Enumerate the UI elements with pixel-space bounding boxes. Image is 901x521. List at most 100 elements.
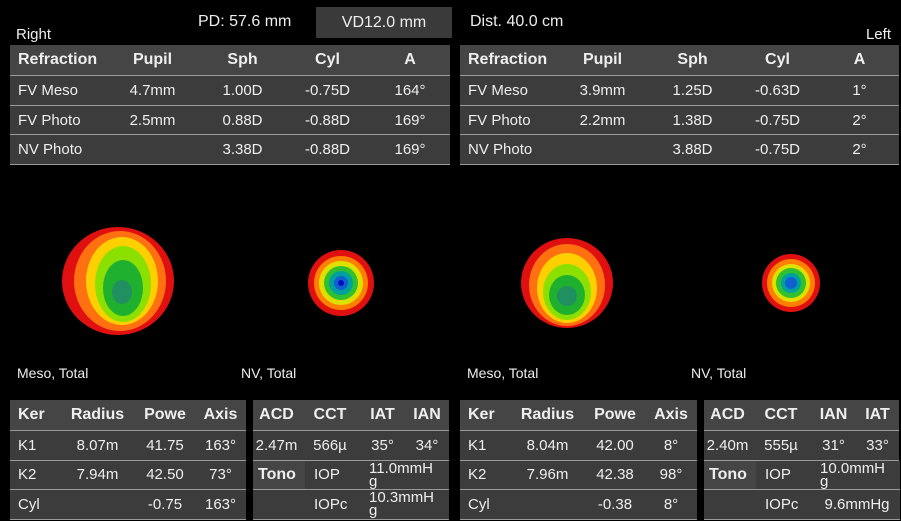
column-header: Axis (645, 400, 697, 431)
right-label: Right (16, 26, 52, 43)
table-cell: K1 (10, 431, 60, 461)
column-header: CCT (300, 400, 360, 431)
column-header: Cyl (735, 45, 820, 76)
column-header: Sph (650, 45, 735, 76)
table-cell: FV Meso (10, 76, 105, 106)
table-cell: 566µ (300, 431, 360, 461)
table-cell: FV Meso (460, 76, 555, 106)
column-header: ACD (704, 400, 751, 431)
column-header: Pupil (105, 45, 200, 76)
table-cell: 4.7mm (105, 76, 200, 106)
table-cell: 1° (820, 76, 899, 106)
table-cell: 41.75 (135, 431, 195, 461)
column-header: Ker (10, 400, 60, 431)
column-header: Radius (60, 400, 135, 431)
table-cell (253, 490, 305, 520)
meso-map-left (521, 238, 613, 328)
table-cell: 34° (405, 431, 449, 461)
table-cell: K1 (460, 431, 510, 461)
table-cell (704, 490, 756, 520)
table-cell: K2 (10, 460, 60, 490)
column-header: A (370, 45, 450, 76)
table-cell: -0.75D (735, 135, 820, 166)
table-cell: 3.88D (650, 135, 735, 166)
table-cell: 73° (195, 460, 246, 490)
table-cell: 98° (645, 460, 697, 490)
table-cell: -0.38 (585, 490, 645, 520)
table-cell: Cyl (10, 490, 60, 520)
nv-map-left (762, 254, 820, 312)
column-header: Powe (135, 400, 195, 431)
vd-box: VD12.0 mm (316, 7, 452, 38)
column-header: Radius (510, 400, 585, 431)
table-cell: 31° (811, 431, 856, 461)
table-cell: NV Photo (10, 135, 105, 166)
table-cell: K2 (460, 460, 510, 490)
column-header: Powe (585, 400, 645, 431)
column-header: ACD (253, 400, 300, 431)
table-cell: -0.75 (135, 490, 195, 520)
table-cell: -0.63D (735, 76, 820, 106)
table-cell: 8° (645, 490, 697, 520)
table-cell: 163° (195, 490, 246, 520)
tono-name: IOP (756, 460, 814, 490)
table-cell: 42.00 (585, 431, 645, 461)
nv-map-right (308, 250, 374, 316)
table-cell: 3.38D (200, 135, 285, 166)
column-header: A (820, 45, 899, 76)
table-cell: 2° (820, 135, 899, 166)
table-cell: 2.5mm (105, 105, 200, 136)
map-label: NV, Total (241, 365, 297, 381)
table-cell: 8° (645, 431, 697, 461)
tono-value: 9.6mmHg (814, 490, 900, 520)
column-header: IAN (811, 400, 856, 431)
table-cell: 2.2mm (555, 105, 650, 136)
table-cell: -0.75D (735, 105, 820, 136)
table-cell: 7.96m (510, 460, 585, 490)
map-label: Meso, Total (467, 365, 539, 381)
table-cell: 8.07m (60, 431, 135, 461)
table-cell (555, 135, 650, 166)
table-cell: 2.47m (253, 431, 300, 461)
table-cell: Cyl (460, 490, 510, 520)
left-label: Left (865, 26, 891, 43)
table-cell (105, 135, 200, 166)
table-cell: 8.04m (510, 431, 585, 461)
table-cell: 3.9mm (555, 76, 650, 106)
column-header: CCT (751, 400, 811, 431)
tono-label: Tono (253, 460, 305, 490)
table-cell: -0.88D (285, 105, 370, 136)
table-cell: 35° (360, 431, 405, 461)
table-cell: 7.94m (60, 460, 135, 490)
table-cell: 2.40m (704, 431, 751, 461)
table-cell (510, 490, 585, 520)
column-header: Ker (460, 400, 510, 431)
table-cell: 163° (195, 431, 246, 461)
table-cell: -0.75D (285, 76, 370, 106)
table-cell: 42.38 (585, 460, 645, 490)
table-cell: FV Photo (460, 105, 555, 136)
table-cell: 169° (370, 135, 450, 166)
column-header: IAN (405, 400, 449, 431)
column-header: Pupil (555, 45, 650, 76)
table-cell: FV Photo (10, 105, 105, 136)
map-label: Meso, Total (17, 365, 89, 381)
table-cell: 1.38D (650, 105, 735, 136)
table-cell: 164° (370, 76, 450, 106)
table-cell: 555µ (751, 431, 811, 461)
column-header: Sph (200, 45, 285, 76)
map-label: NV, Total (691, 365, 747, 381)
table-cell (60, 490, 135, 520)
column-header: Refraction (460, 45, 555, 76)
column-header: Axis (195, 400, 246, 431)
tono-name: IOPc (756, 490, 814, 520)
table-cell: 33° (856, 431, 899, 461)
table-cell: 42.50 (135, 460, 195, 490)
tono-value: 10.3mmHg (363, 490, 449, 520)
tono-label: Tono (704, 460, 756, 490)
column-header: IAT (360, 400, 405, 431)
column-header: IAT (856, 400, 899, 431)
column-header: Refraction (10, 45, 105, 76)
table-cell: 2° (820, 105, 899, 136)
